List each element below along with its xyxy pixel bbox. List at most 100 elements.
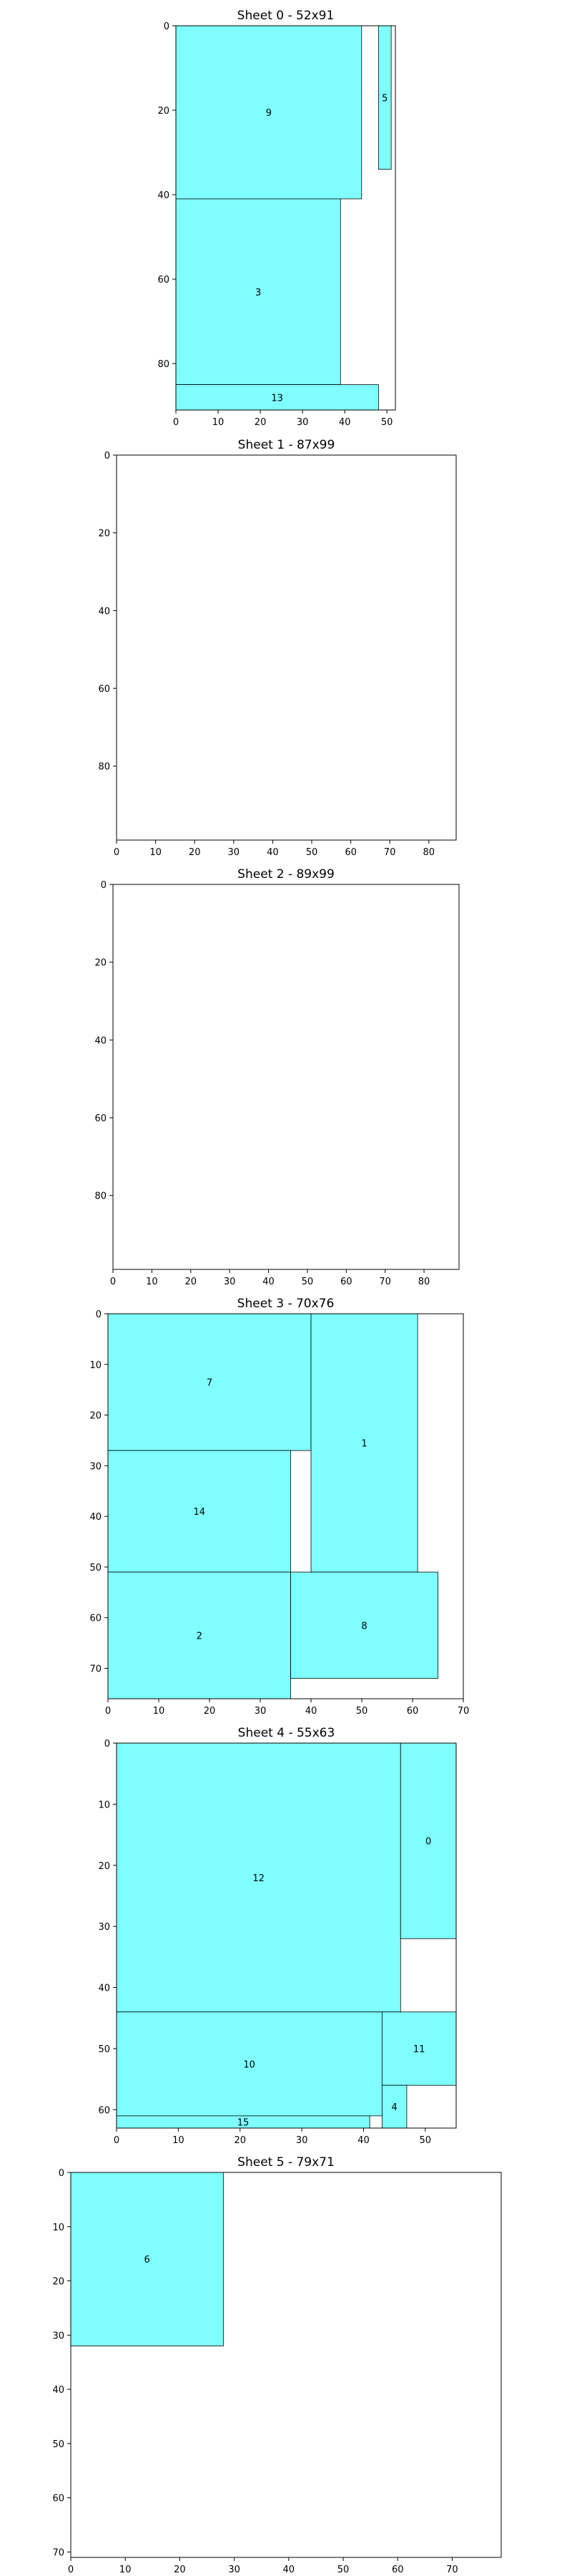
x-tick-label: 30 <box>296 2135 308 2146</box>
x-tick-label: 10 <box>146 1277 158 1287</box>
y-tick-label: 40 <box>52 2385 64 2396</box>
x-tick-label: 50 <box>381 417 393 428</box>
y-tick-label: 70 <box>52 2547 64 2558</box>
piece-14 <box>107 1450 292 1573</box>
axes-frame <box>112 884 460 1270</box>
x-tick-label: 10 <box>119 2565 132 2575</box>
x-tick-label: 0 <box>173 417 179 428</box>
sheet-title: Sheet 2 - 89x99 <box>237 867 335 882</box>
x-tick-label: 60 <box>407 1706 419 1717</box>
axes-frame <box>116 454 457 841</box>
piece-13 <box>175 384 379 411</box>
piece-label-3: 3 <box>255 288 261 298</box>
x-tick-label: 10 <box>212 417 225 428</box>
y-tick-label: 40 <box>157 190 169 201</box>
x-tick-label: 70 <box>446 2565 458 2575</box>
piece-label-4: 4 <box>391 2102 397 2113</box>
y-tick-label: 0 <box>59 2168 64 2179</box>
x-tick-label: 60 <box>345 847 357 858</box>
y-tick-label: 10 <box>52 2223 64 2233</box>
x-tick-label: 30 <box>297 417 309 428</box>
x-tick-label: 50 <box>420 2135 432 2146</box>
y-tick-label: 0 <box>164 21 169 32</box>
piece-12 <box>116 1742 401 2013</box>
y-tick-label: 80 <box>94 1191 107 1202</box>
piece-label-8: 8 <box>361 1621 367 1631</box>
x-tick-label: 10 <box>149 847 162 858</box>
x-tick-label: 60 <box>340 1277 352 1287</box>
y-tick-label: 20 <box>52 2277 64 2288</box>
x-tick-label: 50 <box>337 2565 350 2575</box>
x-tick-label: 30 <box>228 2565 240 2575</box>
y-tick-label: 0 <box>101 880 107 891</box>
piece-label-14: 14 <box>194 1507 206 1518</box>
sheet-panel-3: 7 1 14 2 8 0 10 20 30 40 50 60 70 0 10 20 30 40 50 60 70 Shee… <box>89 1297 469 1717</box>
y-tick-label: 80 <box>157 359 169 370</box>
axes-background <box>117 455 456 840</box>
piece-label-10: 10 <box>243 2059 255 2070</box>
sheet-title: Sheet 5 - 79x71 <box>237 2155 335 2170</box>
x-tick-label: 20 <box>184 1277 197 1287</box>
piece-label-5: 5 <box>382 93 388 104</box>
y-tick-label: 30 <box>52 2331 64 2341</box>
axes-frame <box>107 1313 464 1699</box>
y-tick-label: 60 <box>89 1614 102 1624</box>
y-tick-label: 10 <box>98 1800 110 1810</box>
y-tick-label: 40 <box>98 606 110 617</box>
y-tick-label: 20 <box>98 1861 110 1872</box>
x-tick-label: 10 <box>172 2135 184 2146</box>
sheet-panel-0: 9 5 3 13 0 10 20 30 40 50 0 20 40 60 80 Sheet 0 - 52x91 <box>157 9 396 428</box>
x-tick-label: 40 <box>262 1277 275 1287</box>
piece-0 <box>400 1742 457 1939</box>
x-tick-label: 80 <box>423 847 435 858</box>
x-tick-label: 30 <box>228 847 240 858</box>
x-tick-label: 30 <box>224 1277 236 1287</box>
y-tick-label: 20 <box>157 106 169 117</box>
piece-8 <box>290 1571 438 1679</box>
y-tick-label: 70 <box>89 1664 102 1675</box>
x-tick-label: 50 <box>306 847 318 858</box>
piece-2 <box>107 1571 292 1699</box>
x-tick-label: 40 <box>267 847 279 858</box>
y-tick-label: 60 <box>157 275 169 286</box>
axes-frame <box>70 2172 502 2558</box>
y-tick-label: 20 <box>89 1411 102 1422</box>
x-tick-label: 20 <box>174 2565 186 2575</box>
y-tick-label: 30 <box>98 1922 110 1933</box>
y-tick-label: 50 <box>98 2044 110 2055</box>
y-tick-label: 20 <box>94 958 107 969</box>
piece-label-13: 13 <box>271 393 283 404</box>
sheet-title: Sheet 0 - 52x91 <box>237 9 335 23</box>
y-tick-label: 60 <box>52 2494 64 2504</box>
x-tick-label: 40 <box>339 417 351 428</box>
axes-frame <box>175 25 396 411</box>
x-tick-label: 40 <box>305 1706 317 1717</box>
x-tick-label: 10 <box>153 1706 165 1717</box>
y-tick-label: 40 <box>98 1984 110 1994</box>
piece-label-1: 1 <box>361 1439 367 1450</box>
x-tick-label: 20 <box>255 417 267 428</box>
y-tick-label: 20 <box>98 529 110 540</box>
piece-1 <box>310 1313 418 1573</box>
piece-label-12: 12 <box>252 1873 265 1884</box>
piece-3 <box>175 198 341 385</box>
piece-label-6: 6 <box>144 2255 150 2265</box>
x-tick-label: 60 <box>392 2565 404 2575</box>
piece-9 <box>175 25 363 200</box>
y-tick-label: 30 <box>89 1461 102 1472</box>
x-tick-label: 50 <box>302 1277 314 1287</box>
piece-label-2: 2 <box>197 1631 202 1642</box>
piece-label-11: 11 <box>413 2044 425 2055</box>
y-tick-label: 60 <box>98 2105 110 2116</box>
y-tick-label: 40 <box>94 1035 107 1046</box>
y-tick-label: 0 <box>104 1739 110 1750</box>
sheet-panel-1: 0 10 20 30 40 50 60 70 80 0 20 40 60 80 Sheet 1 - 87x9… <box>98 438 457 858</box>
y-tick-label: 80 <box>98 762 110 773</box>
sheet-panel-2: 0 10 20 30 40 50 60 70 80 0 20 40 60 80 Sheet 2 - 89x9… <box>94 867 460 1287</box>
piece-label-15: 15 <box>237 2117 250 2128</box>
sheet-title: Sheet 4 - 55x63 <box>238 1726 335 1740</box>
x-tick-label: 0 <box>105 1706 111 1717</box>
x-tick-label: 20 <box>204 1706 216 1717</box>
